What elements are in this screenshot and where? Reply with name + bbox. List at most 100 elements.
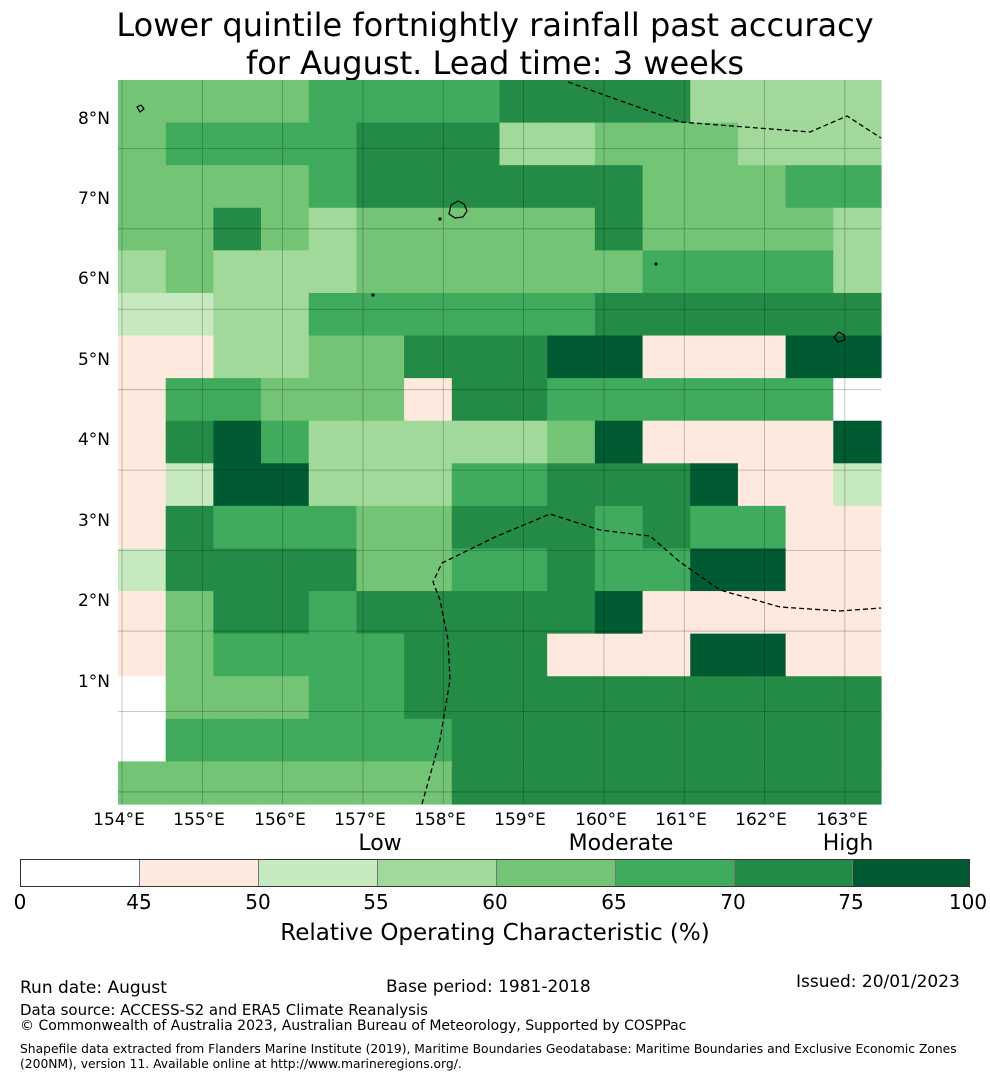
grid-cell [690, 207, 739, 251]
grid-cell [499, 122, 548, 166]
grid-cell [308, 676, 358, 720]
grid-cell [213, 80, 262, 124]
grid-cell [833, 292, 882, 337]
grid-cell [833, 80, 882, 124]
grid-cell [356, 378, 405, 422]
colorbar-segment-75-100 [853, 860, 969, 886]
grid-cell [690, 335, 739, 379]
lon-label-156e: 156°E [254, 810, 306, 830]
grid-cell [785, 761, 834, 805]
grid-cell [642, 250, 691, 294]
grid-cell [118, 761, 167, 805]
grid-cell [833, 122, 882, 166]
lon-label-159e: 159°E [494, 810, 546, 830]
grid-cell [451, 505, 501, 550]
grid-cell [356, 548, 405, 592]
grid-cell [737, 463, 787, 507]
grid-cell [737, 378, 787, 422]
grid-cell [785, 505, 834, 550]
grid-cell [308, 420, 358, 464]
grid-cell [547, 718, 596, 763]
grid-cell [737, 207, 787, 251]
grid-cell [165, 761, 214, 805]
grid-cell [165, 548, 214, 592]
grid-cell [737, 591, 787, 635]
grid-cell [594, 165, 644, 209]
island-islet-nw [136, 104, 145, 113]
grid-cell [690, 420, 739, 464]
grid-cell [404, 250, 453, 294]
grid-cell [404, 505, 453, 550]
grid-cell [833, 463, 882, 507]
colorbar-segment-70-75 [735, 860, 853, 886]
grid-cell [642, 378, 691, 422]
grid-cell [118, 633, 167, 677]
grid-cell [451, 292, 501, 337]
grid-cell [547, 420, 596, 464]
grid-cell [404, 718, 453, 763]
grid-cell [165, 80, 214, 124]
grid-cell [594, 378, 644, 422]
grid-cell [213, 591, 262, 635]
base-period: Base period: 1981-2018 [386, 977, 591, 997]
grid-cell [213, 761, 262, 805]
grid-cell [261, 633, 310, 677]
grid-cell [737, 718, 787, 763]
island-islet-ant [438, 217, 442, 221]
grid-cell [261, 420, 310, 464]
grid-cell [499, 761, 548, 805]
grid-cell [356, 633, 405, 677]
grid-cell [833, 718, 882, 763]
grid-cell [356, 463, 405, 507]
grid-cell [547, 463, 596, 507]
grid-cell [356, 335, 405, 379]
grid-cell [261, 463, 310, 507]
grid-cell [261, 761, 310, 805]
grid-cell [165, 335, 214, 379]
legend-category-high: High [822, 831, 874, 856]
grid-cell [356, 165, 405, 209]
grid-cell [690, 718, 739, 763]
grid-cell [642, 165, 691, 209]
grid-cell [165, 420, 214, 464]
grid-cell [594, 207, 644, 251]
grid-cell [451, 250, 501, 294]
grid-cell [547, 80, 596, 124]
grid-cell [404, 378, 453, 422]
grid-cell [451, 80, 501, 124]
grid-cell [499, 207, 548, 251]
grid-cell [594, 292, 644, 337]
colorbar-segment-65-70 [616, 860, 735, 886]
grid-cell [833, 548, 882, 592]
grid-cell [737, 80, 787, 124]
grid-cell [451, 165, 501, 209]
grid-cell [261, 292, 310, 337]
grid-cell [594, 548, 644, 592]
grid-cell [499, 718, 548, 763]
grid-cell [261, 250, 310, 294]
grid-cell [451, 335, 501, 379]
lon-label-158e: 158°E [414, 810, 466, 830]
grid-cell [451, 591, 501, 635]
grid-cell [308, 335, 358, 379]
grid-cell [547, 122, 596, 166]
grid-cell [594, 761, 644, 805]
grid-cell [213, 676, 262, 720]
grid-cell [833, 591, 882, 635]
grid-cell [213, 505, 262, 550]
grid-cell [261, 378, 310, 422]
grid-cell [404, 80, 453, 124]
grid-cell [594, 122, 644, 166]
grid-cell [737, 335, 787, 379]
colorbar-title: Relative Operating Characteristic (%) [280, 920, 710, 946]
lon-label-163e: 163°E [816, 810, 868, 830]
grid-cell [213, 165, 262, 209]
grid-cell [642, 548, 691, 592]
grid-cell [642, 463, 691, 507]
grid-cell [642, 591, 691, 635]
grid-cell [118, 591, 167, 635]
grid-cell [594, 591, 644, 635]
grid-cell [261, 335, 310, 379]
grid-cell [594, 505, 644, 550]
grid-cell [261, 505, 310, 550]
